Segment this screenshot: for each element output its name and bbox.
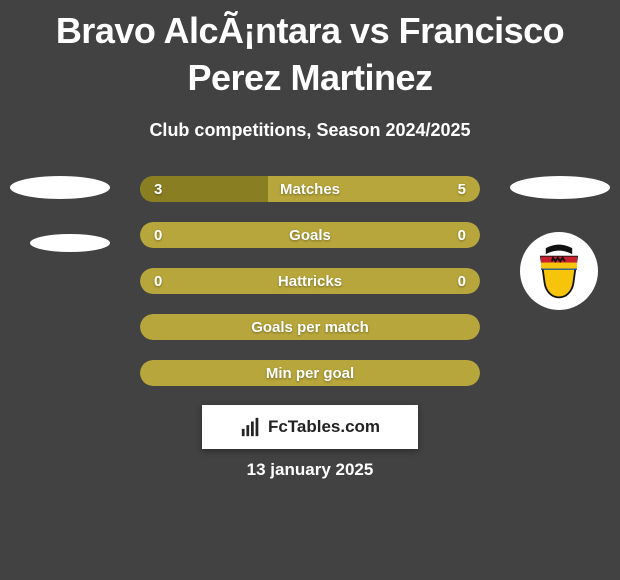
brand-label: FcTables.com [268, 417, 380, 437]
bar-chart-icon [240, 416, 262, 438]
right-player-crest-placeholder [510, 176, 610, 199]
stat-row: Hattricks0 0 [140, 268, 480, 294]
stat-value-right: 0 [458, 268, 466, 294]
page-title: Bravo AlcÃ¡ntara vs Francisco Perez Mart… [0, 0, 620, 102]
stat-row: Matches3 5 [140, 176, 480, 202]
stat-label: Hattricks [140, 268, 480, 294]
stat-value-left: 3 [154, 176, 162, 202]
comparison-card: Bravo AlcÃ¡ntara vs Francisco Perez Mart… [0, 0, 620, 580]
stat-value-right: 5 [458, 176, 466, 202]
stat-row: Min per goal [140, 360, 480, 386]
stat-label: Goals per match [140, 314, 480, 340]
stat-label: Goals [140, 222, 480, 248]
stat-value-left: 0 [154, 222, 162, 248]
right-club-badge [520, 232, 598, 310]
stats-list: Matches35Goals00Hattricks00Goals per mat… [140, 176, 480, 406]
left-player-crest-placeholder-2 [30, 234, 110, 252]
date-label: 13 january 2025 [0, 460, 620, 480]
stat-label: Min per goal [140, 360, 480, 386]
stat-value-left: 0 [154, 268, 162, 294]
brand-box: FcTables.com [202, 405, 418, 449]
subtitle: Club competitions, Season 2024/2025 [0, 120, 620, 141]
stat-value-right: 0 [458, 222, 466, 248]
stat-row: Goals per match [140, 314, 480, 340]
left-player-crest-placeholder [10, 176, 110, 199]
club-crest-icon [529, 241, 589, 301]
stat-label: Matches [140, 176, 480, 202]
stat-row: Goals0 0 [140, 222, 480, 248]
